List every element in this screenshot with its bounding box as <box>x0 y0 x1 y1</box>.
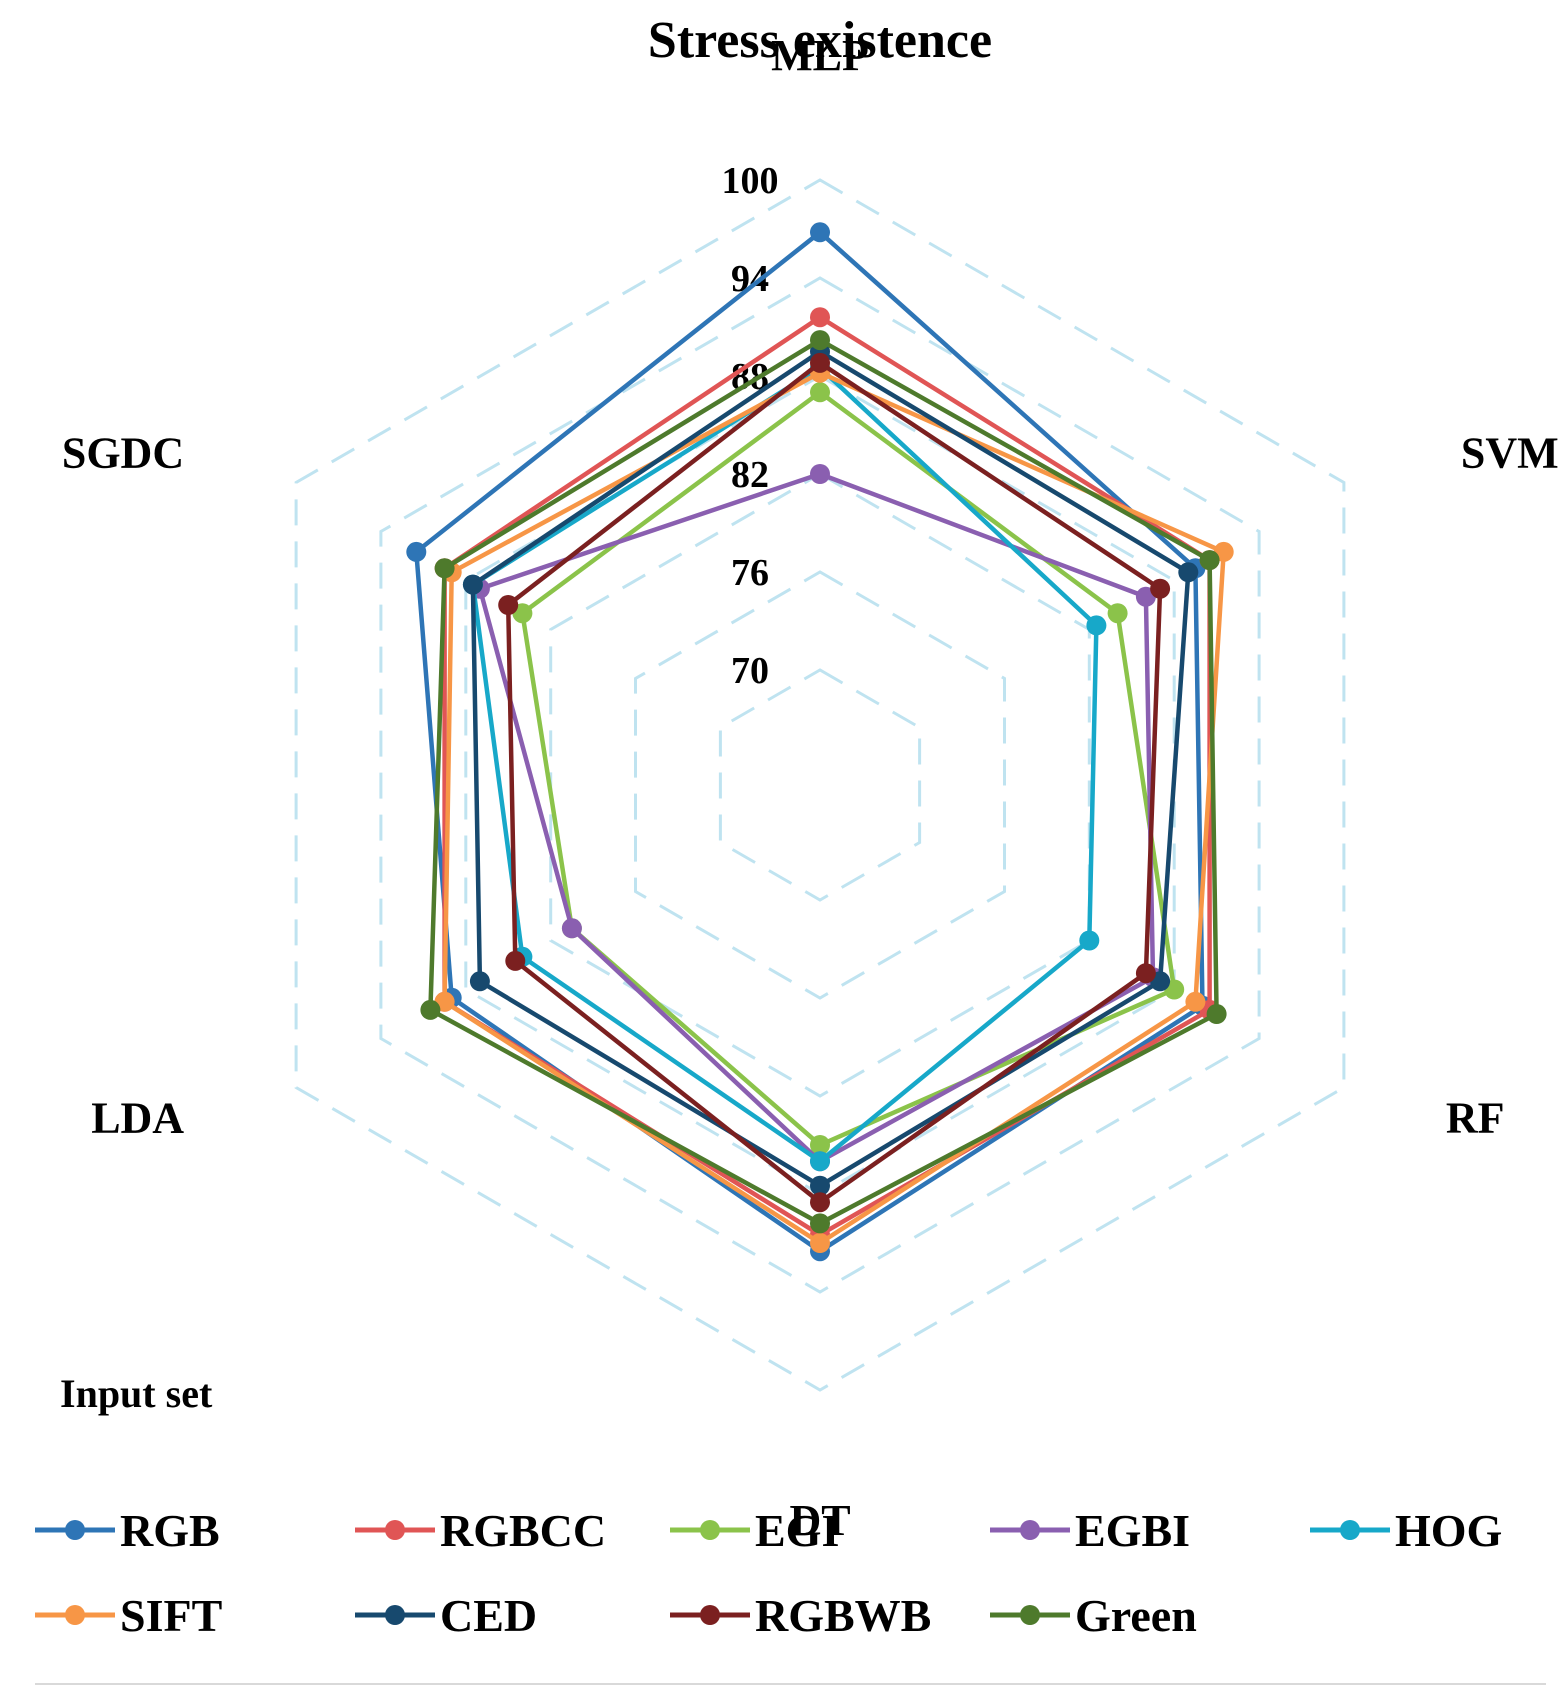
point-sift-dt <box>810 1233 830 1253</box>
point-green-dt <box>810 1213 830 1234</box>
series-green <box>420 330 1227 1234</box>
axis-label-mlp: MLP <box>771 31 869 80</box>
legend-item-hog: HOG <box>1310 1505 1502 1556</box>
point-egi-dt <box>810 1135 830 1155</box>
point-ced-dt <box>810 1175 830 1196</box>
legend-swatch-marker <box>700 1520 720 1540</box>
legend-label: RGBCC <box>440 1505 606 1556</box>
legend-item-egbi: EGBI <box>990 1505 1190 1556</box>
axis-label-rf: RF <box>1446 1094 1505 1143</box>
legend-item-ced: CED <box>355 1590 537 1641</box>
legend-swatch-marker <box>1340 1520 1360 1540</box>
series-layer <box>406 222 1234 1262</box>
legend-item-sift: SIFT <box>35 1590 222 1641</box>
legend-label: HOG <box>1395 1505 1502 1556</box>
legend-label: CED <box>440 1590 537 1641</box>
point-green-sgdc <box>434 558 455 579</box>
point-ced-lda <box>469 971 490 992</box>
point-rgbwb-svm <box>1150 578 1171 599</box>
bottom-divider <box>35 1683 1546 1685</box>
tick-label-76: 76 <box>731 552 769 594</box>
series-ced <box>462 341 1199 1196</box>
point-egi-mlp <box>810 382 830 403</box>
point-rgbcc-mlp <box>810 307 830 328</box>
legend-item-egi: EGI <box>670 1505 839 1556</box>
series-line-egbi <box>477 471 1156 1164</box>
legend-swatch-marker <box>385 1520 405 1540</box>
series-rgbcc <box>434 307 1220 1245</box>
point-rgb-mlp <box>810 222 830 243</box>
point-rgbwb-lda <box>505 950 526 971</box>
point-green-svm <box>1199 550 1220 571</box>
point-egbi-lda <box>561 918 582 939</box>
legend-label: EGI <box>755 1505 839 1556</box>
point-egi-svm <box>1107 603 1128 624</box>
grid-ring-100 <box>294 178 1346 1392</box>
point-rgbwb-dt <box>810 1192 830 1213</box>
legend-swatch-marker <box>65 1520 85 1540</box>
legend: RGB RGBCC EGI EGBI HOG SIFT CED RGBWB Green <box>35 1505 1502 1641</box>
chart-title: Stress existence <box>648 12 992 69</box>
point-green-rf <box>1206 1004 1227 1024</box>
point-ced-svm <box>1178 562 1199 583</box>
legend-item-green: Green <box>990 1590 1197 1641</box>
point-ced-sgdc <box>462 574 483 595</box>
axis-labels: MLP SVM RF DT LDA SGDC <box>62 31 1559 1545</box>
series-line-rgb <box>414 230 1205 1254</box>
point-hog-dt <box>810 1151 830 1172</box>
legend-label: EGBI <box>1075 1505 1190 1556</box>
legend-item-rgbwb: RGBWB <box>670 1590 931 1641</box>
legend-label: RGBWB <box>755 1590 931 1641</box>
axis-label-svm: SVM <box>1461 429 1559 478</box>
tick-label-82: 82 <box>731 454 769 496</box>
tick-label-100: 100 <box>722 160 779 202</box>
legend-swatch-marker <box>1020 1605 1040 1625</box>
legend-label: SIFT <box>120 1590 222 1641</box>
legend-swatch-marker <box>385 1605 405 1625</box>
grid-ring-94 <box>379 276 1261 1294</box>
legend-item-rgb: RGB <box>35 1505 220 1556</box>
legend-title: Input set <box>60 1371 213 1416</box>
point-rgbwb-sgdc <box>498 595 519 615</box>
legend-label: RGB <box>120 1505 220 1556</box>
point-hog-svm <box>1086 615 1107 636</box>
point-sift-rf <box>1185 991 1206 1012</box>
axis-label-sgdc: SGDC <box>62 429 184 478</box>
grid-ring-76 <box>634 570 1006 1000</box>
point-hog-rf <box>1079 930 1100 951</box>
point-rgbwb-rf <box>1135 963 1156 984</box>
grid-ring-82 <box>549 472 1091 1098</box>
point-green-lda <box>420 999 441 1020</box>
legend-item-rgbcc: RGBCC <box>355 1505 606 1556</box>
tick-label-70: 70 <box>731 650 769 692</box>
point-egbi-mlp <box>810 464 830 484</box>
legend-label: Green <box>1075 1590 1197 1641</box>
legend-swatch-marker <box>65 1605 85 1625</box>
legend-swatch-marker <box>700 1605 720 1625</box>
grid-ring-70 <box>718 668 922 902</box>
point-rgb-sgdc <box>406 541 427 562</box>
axis-label-dt: DT <box>789 1496 850 1545</box>
legend-swatch-marker <box>1020 1520 1040 1540</box>
point-rgbwb-mlp <box>810 352 830 373</box>
series-hog <box>462 357 1107 1172</box>
axis-label-lda: LDA <box>91 1094 184 1143</box>
series-rgbwb <box>498 352 1171 1213</box>
point-green-mlp <box>810 330 830 351</box>
